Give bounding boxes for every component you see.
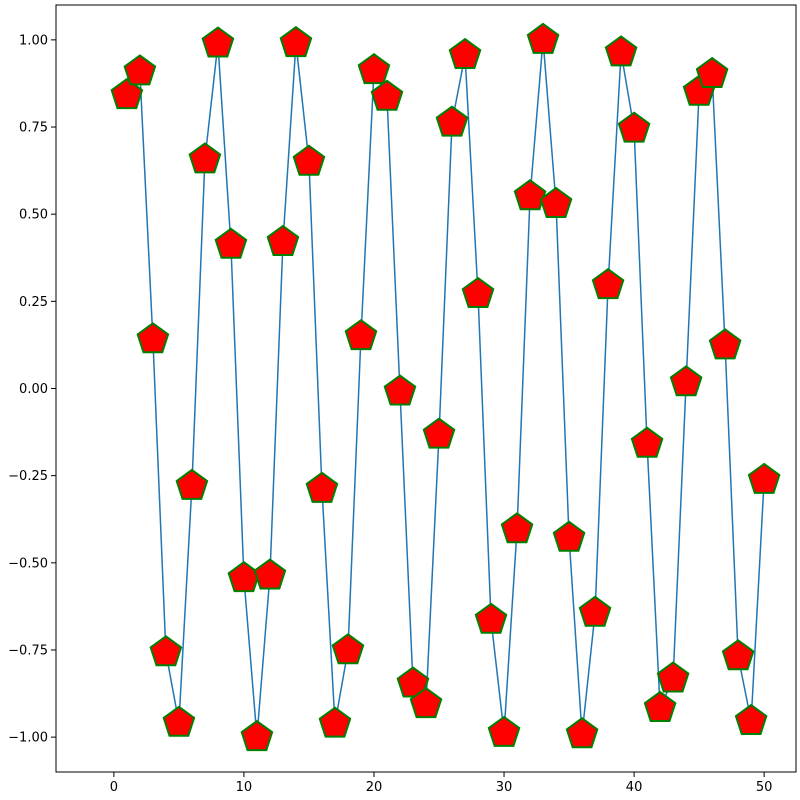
- data-point-marker: [448, 37, 482, 70]
- series-layer: [126, 39, 765, 738]
- data-point-marker: [357, 52, 391, 85]
- data-point-marker: [344, 319, 378, 351]
- data-point-marker: [162, 705, 196, 737]
- x-tick-label: 10: [236, 780, 253, 795]
- x-tick-label: 30: [496, 780, 513, 795]
- y-tick-label: 0.50: [19, 208, 48, 223]
- x-tick-label: 0: [110, 780, 118, 795]
- data-point-marker: [435, 105, 469, 137]
- data-point-marker: [617, 111, 651, 143]
- y-tick-label: −1.00: [8, 731, 48, 746]
- data-point-marker: [266, 224, 300, 256]
- data-point-marker: [201, 26, 235, 58]
- data-point-marker: [500, 512, 534, 544]
- data-point-marker: [708, 328, 742, 360]
- data-point-marker: [175, 468, 209, 500]
- data-point-marker: [409, 686, 443, 719]
- data-point-marker: [513, 179, 547, 211]
- data-point-marker: [253, 558, 287, 590]
- data-point-marker: [578, 595, 612, 627]
- y-tick-label: −0.75: [8, 643, 48, 658]
- data-point-marker: [110, 77, 144, 110]
- y-tick-label: −0.25: [8, 469, 48, 484]
- x-tick-label: 50: [756, 780, 773, 795]
- data-point-marker: [669, 365, 703, 397]
- data-point-marker: [747, 462, 781, 494]
- y-tick-label: 1.00: [19, 33, 48, 48]
- data-point-marker: [383, 374, 417, 406]
- data-point-marker: [604, 35, 638, 67]
- data-point-marker: [214, 227, 248, 259]
- y-tick-label: 0.75: [19, 121, 48, 136]
- data-point-marker: [565, 717, 599, 749]
- data-point-marker: [552, 520, 586, 552]
- data-point-marker: [305, 471, 339, 503]
- data-point-marker: [734, 703, 768, 735]
- y-tick-label: 0.25: [19, 295, 48, 310]
- data-point-marker: [526, 22, 560, 54]
- data-point-marker: [240, 719, 274, 752]
- data-point-marker: [422, 417, 456, 449]
- data-point-marker: [630, 426, 664, 458]
- data-point-marker: [331, 633, 365, 665]
- data-point-marker: [721, 639, 755, 671]
- data-point-marker: [591, 267, 625, 300]
- data-point-marker: [474, 602, 508, 634]
- data-point-marker: [292, 144, 326, 176]
- data-point-marker: [695, 56, 729, 89]
- data-point-marker: [279, 25, 313, 58]
- data-point-marker: [461, 276, 495, 308]
- x-axis: 0 10 20 30 40 50: [110, 772, 773, 795]
- y-tick-label: 0.00: [19, 382, 48, 397]
- data-point-marker: [149, 635, 183, 667]
- y-tick-label: −0.50: [8, 556, 48, 571]
- series-line: [126, 39, 765, 738]
- data-point-marker: [123, 54, 157, 86]
- data-point-marker: [656, 661, 690, 693]
- marker-layer: [110, 22, 781, 752]
- data-point-marker: [318, 706, 352, 738]
- data-point-marker: [487, 715, 521, 747]
- data-point-marker: [136, 322, 170, 354]
- data-point-marker: [188, 142, 222, 174]
- x-tick-label: 20: [366, 780, 383, 795]
- data-point-marker: [539, 186, 573, 218]
- x-tick-label: 40: [626, 780, 643, 795]
- y-axis: −1.00 −0.75 −0.50 −0.25 0.00 0.25 0.50 0.75 1.00: [8, 33, 56, 746]
- data-point-marker: [643, 690, 677, 722]
- data-point-marker: [370, 79, 404, 111]
- plot-area: [56, 5, 796, 772]
